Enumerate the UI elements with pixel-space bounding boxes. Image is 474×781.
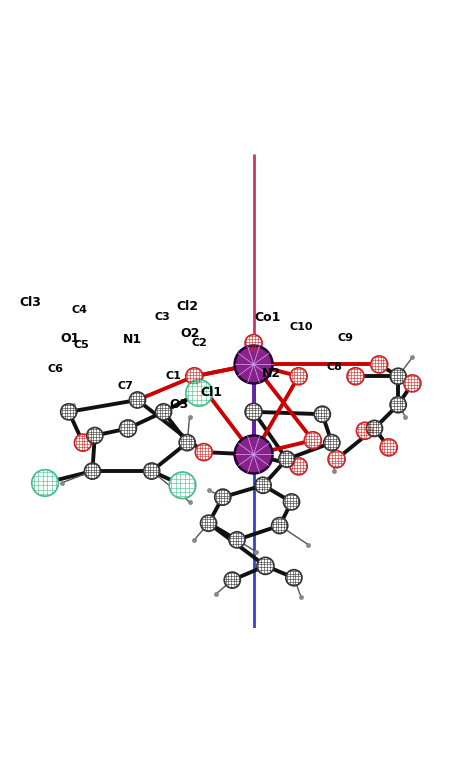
Ellipse shape <box>324 434 340 451</box>
Ellipse shape <box>61 404 77 420</box>
Text: N2: N2 <box>262 367 281 380</box>
Text: Cl2: Cl2 <box>176 300 198 312</box>
Ellipse shape <box>286 569 302 586</box>
Text: O1: O1 <box>60 332 79 345</box>
Ellipse shape <box>186 368 203 385</box>
Text: O2: O2 <box>180 327 199 340</box>
Ellipse shape <box>404 375 421 392</box>
Text: Co1: Co1 <box>255 312 281 324</box>
Text: C8: C8 <box>327 362 343 372</box>
Ellipse shape <box>371 356 388 373</box>
Ellipse shape <box>179 434 195 451</box>
Text: C6: C6 <box>47 364 64 374</box>
Ellipse shape <box>235 345 273 383</box>
Ellipse shape <box>328 451 345 468</box>
Text: O3: O3 <box>170 398 189 412</box>
Ellipse shape <box>186 380 212 406</box>
Ellipse shape <box>155 404 172 420</box>
Text: C9: C9 <box>337 333 353 344</box>
Text: C2: C2 <box>191 338 207 348</box>
Ellipse shape <box>201 515 217 531</box>
Ellipse shape <box>371 356 388 373</box>
Ellipse shape <box>366 420 383 437</box>
Text: C5: C5 <box>73 341 90 351</box>
Ellipse shape <box>328 451 345 468</box>
Ellipse shape <box>215 489 231 505</box>
Ellipse shape <box>404 375 421 392</box>
Ellipse shape <box>255 477 271 494</box>
Ellipse shape <box>245 403 262 420</box>
Ellipse shape <box>84 463 100 479</box>
Ellipse shape <box>195 444 212 461</box>
Ellipse shape <box>390 397 406 413</box>
Ellipse shape <box>380 439 397 456</box>
Ellipse shape <box>290 368 307 385</box>
Ellipse shape <box>144 463 160 479</box>
Ellipse shape <box>356 423 374 440</box>
Ellipse shape <box>347 368 364 385</box>
Ellipse shape <box>356 423 374 440</box>
Ellipse shape <box>74 434 91 451</box>
Text: C1: C1 <box>165 371 181 381</box>
Ellipse shape <box>229 532 245 547</box>
Ellipse shape <box>87 427 103 444</box>
Ellipse shape <box>283 494 300 510</box>
Ellipse shape <box>195 444 212 461</box>
Text: C10: C10 <box>289 322 313 331</box>
Ellipse shape <box>245 334 262 351</box>
Ellipse shape <box>290 368 307 385</box>
Ellipse shape <box>186 368 203 385</box>
Text: Cl1: Cl1 <box>201 387 222 399</box>
Ellipse shape <box>74 434 91 451</box>
Ellipse shape <box>257 558 274 574</box>
Text: N1: N1 <box>123 333 142 346</box>
Ellipse shape <box>304 432 321 449</box>
Text: C4: C4 <box>71 305 87 315</box>
Ellipse shape <box>304 432 321 449</box>
Ellipse shape <box>235 436 273 473</box>
Ellipse shape <box>290 458 307 475</box>
Ellipse shape <box>32 469 58 496</box>
Ellipse shape <box>347 368 364 385</box>
Ellipse shape <box>380 439 397 456</box>
Ellipse shape <box>279 451 295 467</box>
Ellipse shape <box>290 458 307 475</box>
Ellipse shape <box>169 472 196 498</box>
Ellipse shape <box>245 334 262 351</box>
Text: C7: C7 <box>118 381 134 390</box>
Ellipse shape <box>272 518 288 533</box>
Ellipse shape <box>129 392 146 408</box>
Ellipse shape <box>314 406 330 423</box>
Text: Cl3: Cl3 <box>20 296 42 309</box>
Ellipse shape <box>224 572 240 588</box>
Ellipse shape <box>390 368 406 384</box>
Ellipse shape <box>119 420 137 437</box>
Text: C3: C3 <box>154 312 170 322</box>
